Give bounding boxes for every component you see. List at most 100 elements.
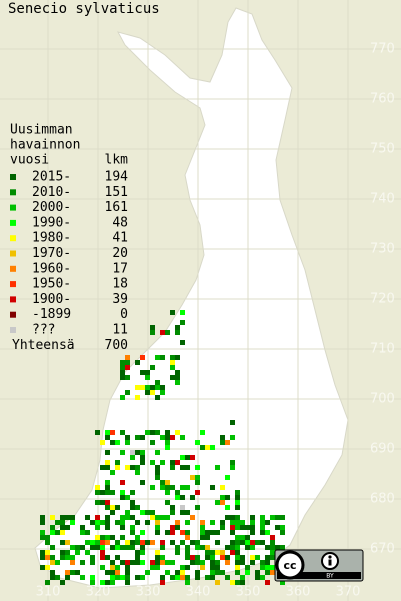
- legend-swatch: [10, 174, 16, 180]
- record-square: [235, 515, 240, 520]
- north-label: 730: [370, 242, 395, 257]
- record-square: [245, 565, 250, 570]
- record-square: [170, 435, 175, 440]
- record-square: [120, 515, 125, 520]
- record-square: [95, 535, 100, 540]
- record-square: [65, 550, 70, 555]
- record-square: [115, 520, 120, 525]
- record-square: [135, 540, 140, 545]
- north-label: 760: [370, 92, 395, 107]
- record-square: [225, 560, 230, 565]
- record-square: [125, 580, 130, 585]
- record-square: [195, 465, 200, 470]
- record-square: [165, 430, 170, 435]
- record-square: [140, 540, 145, 545]
- record-square: [230, 550, 235, 555]
- record-square: [255, 570, 260, 575]
- record-square: [270, 535, 275, 540]
- records: [40, 310, 290, 585]
- record-square: [165, 490, 170, 495]
- record-square: [170, 360, 175, 365]
- record-square: [235, 545, 240, 550]
- east-label: 310: [36, 585, 61, 600]
- legend-swatch: [10, 189, 16, 196]
- record-square: [100, 440, 105, 445]
- record-square: [230, 515, 235, 520]
- record-square: [150, 440, 155, 445]
- record-square: [80, 575, 85, 580]
- record-square: [175, 525, 180, 530]
- record-square: [60, 525, 65, 530]
- record-square: [155, 385, 160, 390]
- record-square: [205, 445, 210, 450]
- record-square: [40, 550, 45, 555]
- record-square: [160, 545, 165, 550]
- record-square: [150, 510, 155, 515]
- record-square: [205, 555, 210, 560]
- record-square: [210, 560, 215, 565]
- record-square: [235, 550, 240, 555]
- record-square: [130, 450, 135, 455]
- record-square: [45, 540, 50, 545]
- record-square: [140, 545, 145, 550]
- record-square: [50, 525, 55, 530]
- record-square: [185, 575, 190, 580]
- record-square: [175, 430, 180, 435]
- east-label: 320: [86, 585, 111, 600]
- record-square: [245, 540, 250, 545]
- record-square: [50, 545, 55, 550]
- record-square: [220, 525, 225, 530]
- legend-swatch: [10, 265, 16, 272]
- record-square: [270, 550, 275, 555]
- record-square: [220, 440, 225, 445]
- record-square: [230, 460, 235, 465]
- record-square: [90, 545, 95, 550]
- north-label: 700: [370, 392, 395, 407]
- record-square: [145, 430, 150, 435]
- record-square: [240, 580, 245, 585]
- record-square: [100, 500, 105, 505]
- record-square: [135, 505, 140, 510]
- record-square: [70, 560, 75, 565]
- record-square: [140, 460, 145, 465]
- legend-swatch: [10, 235, 16, 242]
- record-square: [120, 545, 125, 550]
- legend-label: ???: [32, 323, 55, 338]
- record-square: [195, 575, 200, 580]
- record-square: [250, 520, 255, 525]
- record-square: [125, 570, 130, 575]
- license-badge: cc BY: [274, 549, 364, 582]
- record-square: [190, 475, 195, 480]
- record-square: [110, 490, 115, 495]
- record-square: [135, 435, 140, 440]
- record-square: [140, 385, 145, 390]
- record-square: [235, 490, 240, 495]
- record-square: [235, 495, 240, 500]
- record-square: [245, 570, 250, 575]
- record-square: [175, 355, 180, 360]
- record-square: [160, 355, 165, 360]
- record-square: [110, 505, 115, 510]
- legend-label: 2015-: [32, 170, 71, 185]
- record-square: [220, 555, 225, 560]
- record-square: [120, 430, 125, 435]
- record-square: [270, 545, 275, 550]
- record-square: [260, 520, 265, 525]
- legend-count: 39: [112, 292, 128, 307]
- record-square: [155, 530, 160, 535]
- record-square: [125, 440, 130, 445]
- record-square: [240, 540, 245, 545]
- record-square: [220, 570, 225, 575]
- record-square: [210, 570, 215, 575]
- record-square: [90, 580, 95, 585]
- record-square: [110, 535, 115, 540]
- record-square: [140, 450, 145, 455]
- record-square: [180, 505, 185, 510]
- record-square: [105, 430, 110, 435]
- record-square: [120, 560, 125, 565]
- record-square: [165, 570, 170, 575]
- record-square: [165, 330, 170, 335]
- record-square: [50, 575, 55, 580]
- legend-count: 18: [112, 277, 128, 292]
